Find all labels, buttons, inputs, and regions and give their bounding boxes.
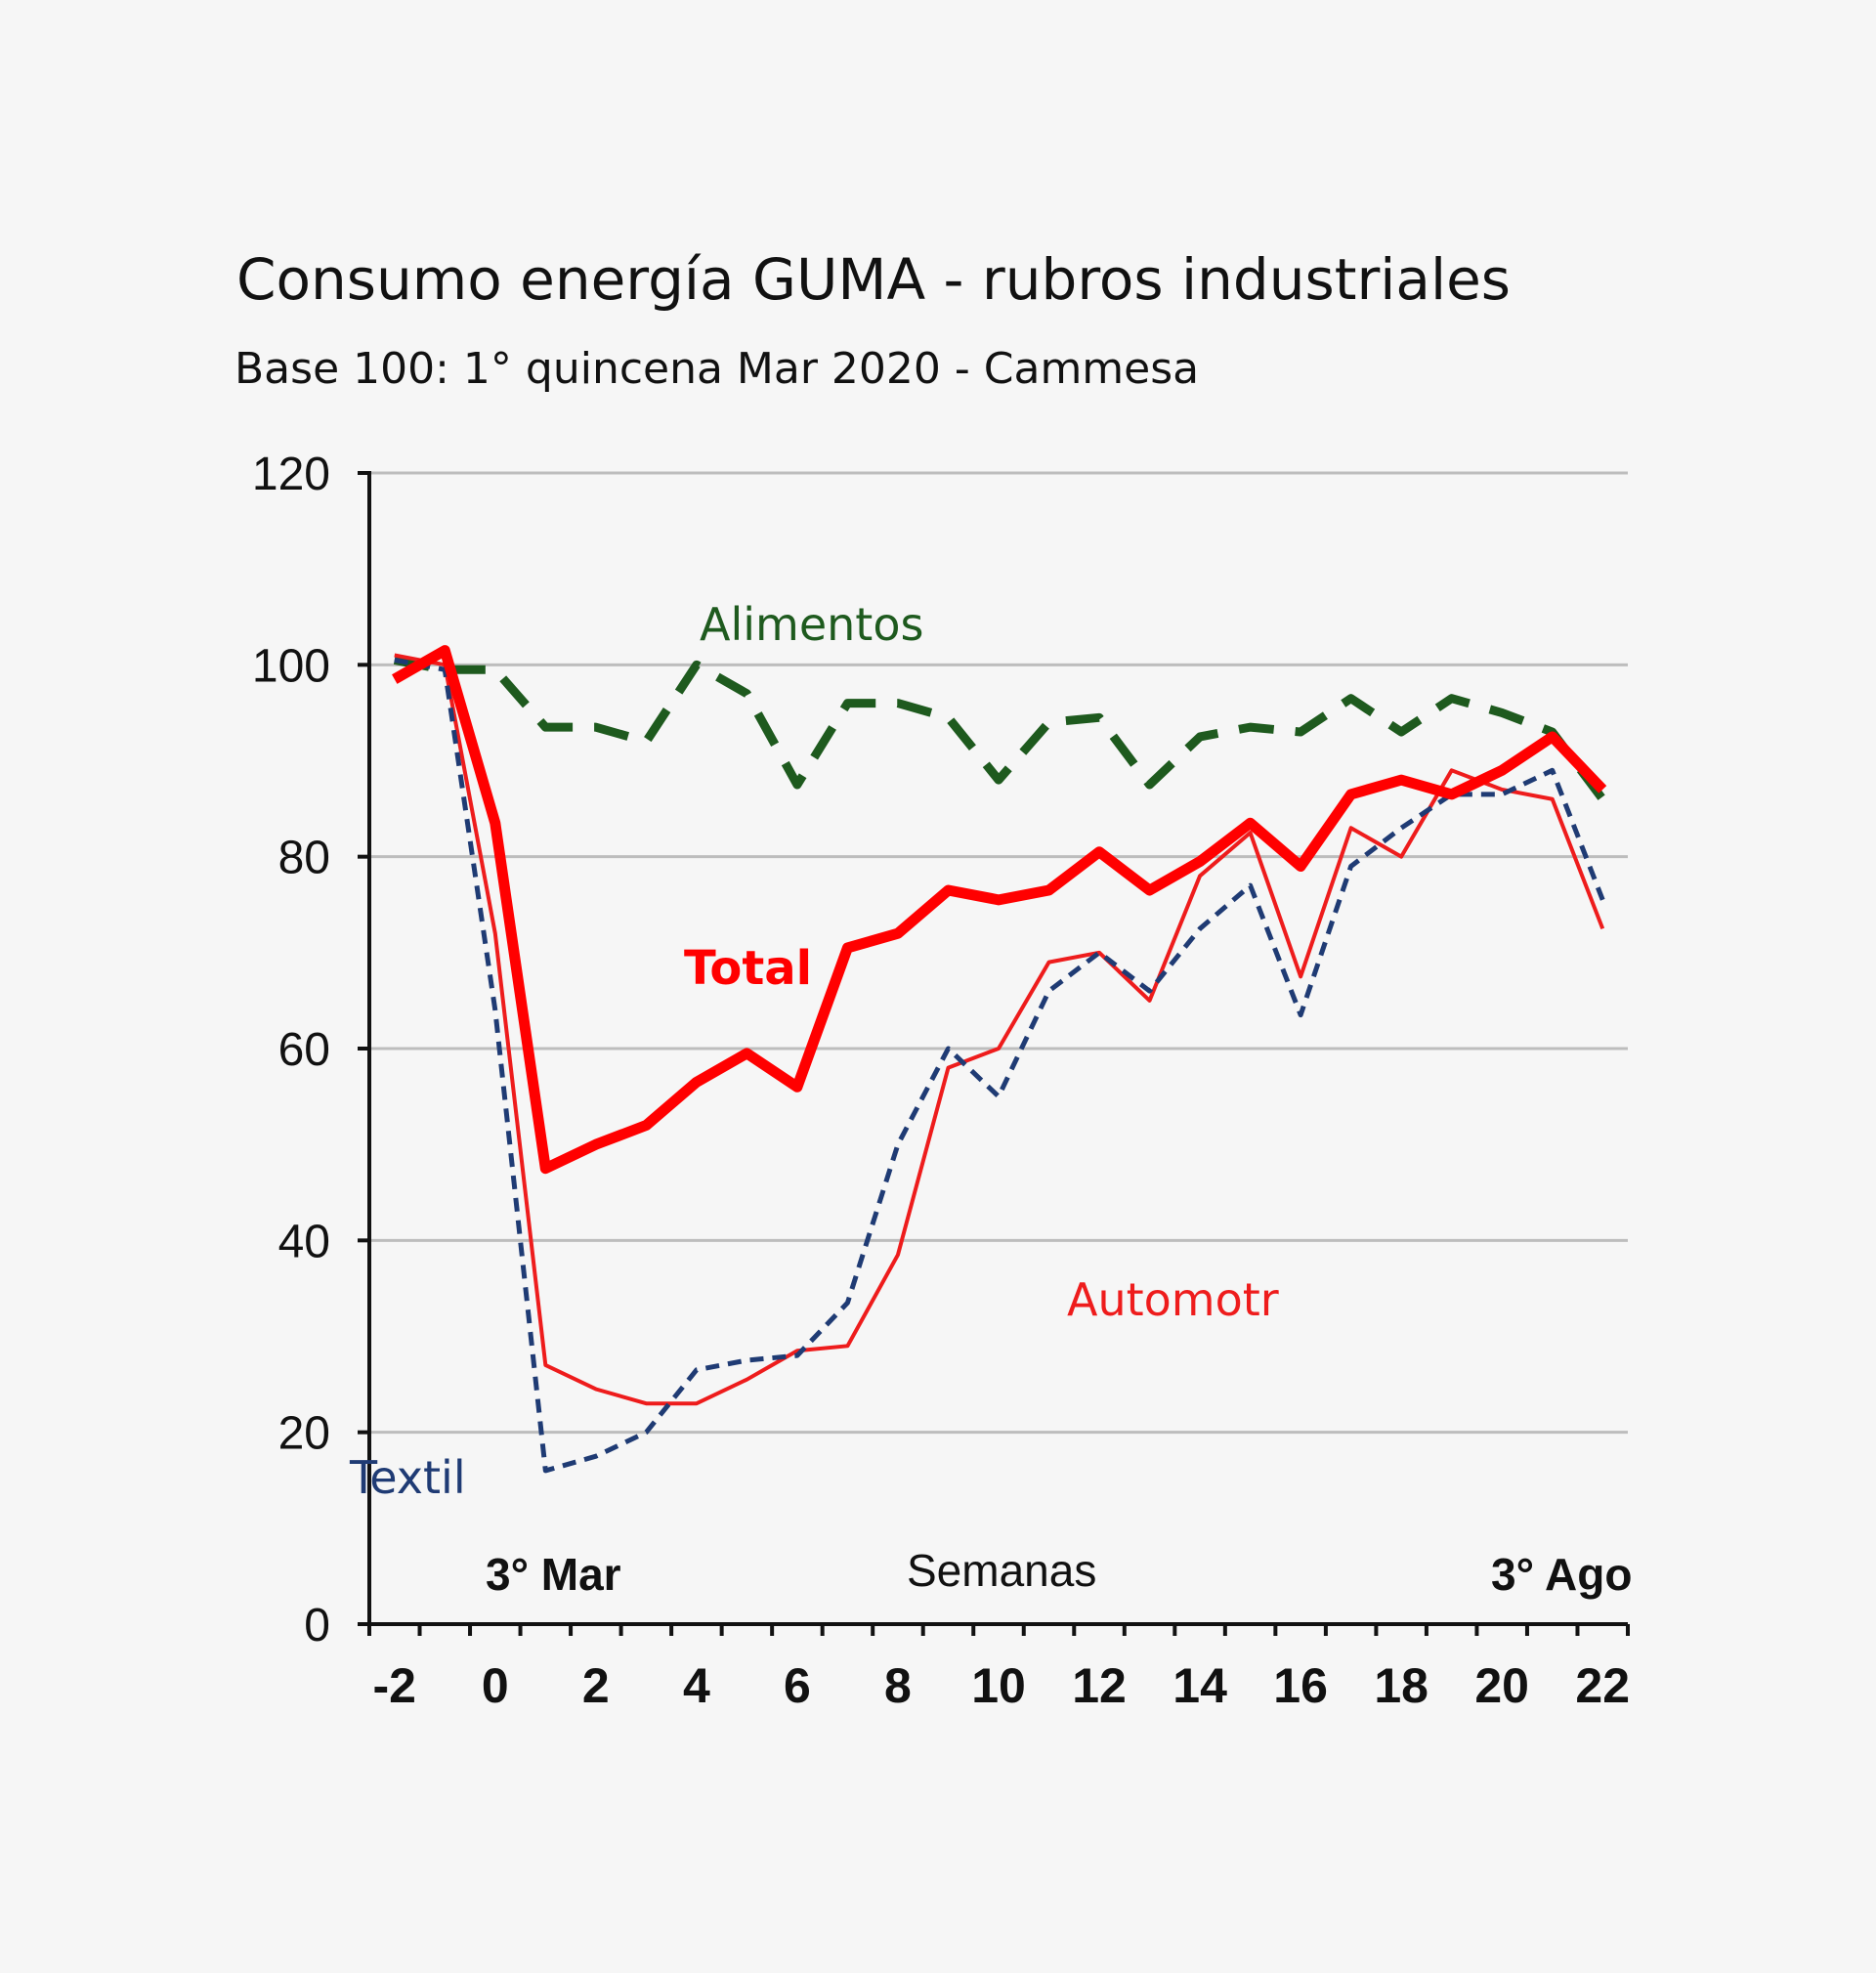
y-tick-label-20: 20 — [278, 1408, 330, 1460]
y-tick-label-100: 100 — [252, 640, 330, 692]
x-tick-label-18: 18 — [1374, 1658, 1428, 1713]
series-label-total: Total — [684, 941, 812, 996]
chart-subtitle: Base 100: 1° quincena Mar 2020 - Cammesa — [234, 344, 1199, 394]
y-axis-ticks: 0 20 40 60 80 100 120 — [252, 449, 369, 1651]
axes — [358, 471, 1628, 1636]
x-tick-label-14: 14 — [1172, 1658, 1227, 1713]
annotation-3-mar: 3° Mar — [486, 1549, 621, 1600]
gridlines — [369, 471, 1628, 1435]
series-line-textil — [394, 657, 1605, 1474]
x-tick-label-8: 8 — [884, 1658, 912, 1713]
chart-title: Consumo energía GUMA - rubros industrial… — [236, 246, 1511, 313]
series-label-automotr: Automotr — [1067, 1273, 1279, 1326]
series-line-total — [392, 645, 1607, 1175]
x-tick-label-16: 16 — [1273, 1658, 1328, 1713]
x-tick-label-0: 0 — [482, 1658, 509, 1713]
x-tick-label-10: 10 — [971, 1658, 1026, 1713]
annotation-3-ago: 3° Ago — [1491, 1549, 1632, 1600]
x-tick-label-6: 6 — [784, 1658, 811, 1713]
series-line-alimentos — [393, 656, 1606, 802]
x-tick-label-12: 12 — [1072, 1658, 1127, 1713]
series-labels: Alimentos Total Automotr Textil — [349, 598, 1279, 1504]
x-tick-label--2: -2 — [373, 1658, 416, 1713]
series-lines — [392, 645, 1607, 1474]
series-label-textil: Textil — [349, 1451, 466, 1504]
x-tick-label-20: 20 — [1474, 1658, 1529, 1713]
series-label-alimentos: Alimentos — [700, 598, 923, 651]
y-tick-label-120: 120 — [252, 449, 330, 500]
x-tick-label-22: 22 — [1575, 1658, 1630, 1713]
x-tick-label-4: 4 — [683, 1658, 710, 1713]
y-tick-label-60: 60 — [278, 1024, 330, 1076]
y-tick-label-80: 80 — [278, 833, 330, 884]
x-tick-label-2: 2 — [582, 1658, 610, 1713]
y-tick-label-40: 40 — [278, 1216, 330, 1267]
x-axis-label: Semanas — [907, 1545, 1096, 1596]
x-axis-ticks: -2 0 2 4 6 8 10 12 14 16 18 20 22 — [367, 1624, 1630, 1713]
series-line-automotr — [394, 653, 1605, 1406]
y-tick-label-0: 0 — [304, 1600, 330, 1651]
annotations: 3° Mar Semanas 3° Ago — [486, 1545, 1632, 1600]
